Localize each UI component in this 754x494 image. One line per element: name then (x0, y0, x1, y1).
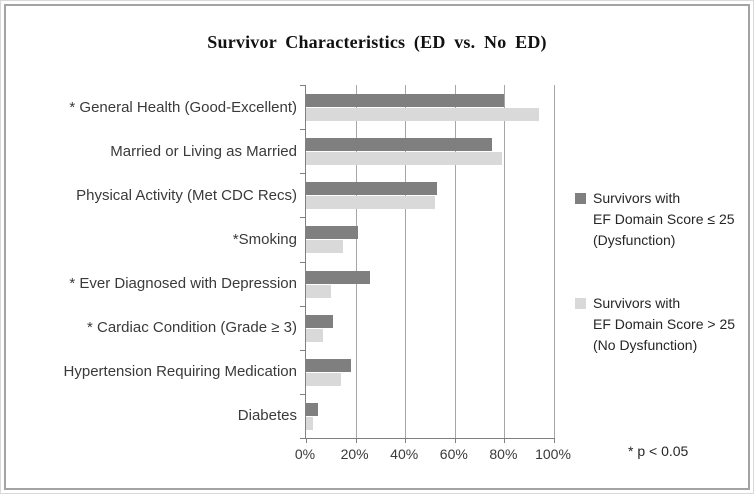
category-label: Married or Living as Married (110, 142, 297, 160)
category-label: * Cardiac Condition (Grade ≥ 3) (87, 319, 297, 337)
bar-dysfunction (306, 182, 438, 196)
legend-line: Survivors with (593, 295, 681, 311)
legend-line: (Dysfunction) (593, 232, 676, 248)
legend-line: EF Domain Score > 25 (593, 316, 736, 332)
bar-dysfunction (306, 94, 505, 107)
bar-dysfunction (306, 226, 359, 240)
bar-dysfunction (306, 314, 334, 328)
y-axis-tick (300, 217, 306, 219)
category-label: *Smoking (232, 230, 297, 248)
bar-no-dysfunction (306, 240, 344, 254)
y-axis-tick (300, 349, 306, 351)
significance-note: * p < 0.05 (628, 443, 689, 459)
category-axis-labels: * General Health (Good-Excellent) Married… (6, 85, 297, 438)
x-axis-tick (454, 438, 456, 443)
y-axis-tick (300, 393, 306, 395)
x-axis-labels: 0% 20% 40% 60% 80% 100% (295, 446, 571, 466)
x-axis-tick (355, 438, 357, 443)
y-axis-tick (300, 129, 306, 131)
y-axis-tick (300, 85, 306, 86)
x-axis-tick-label: 20% (340, 446, 369, 462)
bar-dysfunction (306, 358, 351, 372)
legend-line: (No Dysfunction) (593, 337, 698, 353)
legend-entry-dysfunction: Survivors with EF Domain Score ≤ 25 (Dys… (575, 188, 735, 251)
chart-title: Survivor Characteristics (ED vs. No ED) (207, 32, 547, 52)
bar-dysfunction (306, 138, 492, 152)
bar-no-dysfunction (306, 416, 314, 430)
plot-area (300, 85, 555, 443)
bar-dysfunction (306, 270, 371, 284)
bar-no-dysfunction (306, 108, 540, 121)
category-label: Hypertension Requiring Medication (63, 363, 297, 381)
bar-no-dysfunction (306, 152, 502, 166)
gridline (405, 85, 407, 438)
gridline (504, 85, 506, 438)
legend-text-no-dysfunction: Survivors with EF Domain Score > 25 (No … (593, 293, 735, 356)
x-axis-tick-label: 40% (390, 446, 419, 462)
legend-text-dysfunction: Survivors with EF Domain Score ≤ 25 (Dys… (593, 188, 735, 251)
x-axis-tick-label: 100% (535, 446, 571, 462)
bar-no-dysfunction (306, 196, 435, 210)
legend: Survivors with EF Domain Score ≤ 25 (Dys… (575, 6, 747, 488)
x-axis-tick-label: 80% (489, 446, 518, 462)
legend-line: Survivors with (593, 190, 681, 206)
legend-swatch-no-dysfunction-icon (575, 298, 586, 309)
x-axis-tick (504, 438, 506, 443)
x-axis-tick-label: 0% (294, 446, 316, 462)
category-label: Diabetes (237, 407, 297, 425)
y-axis-tick (300, 438, 306, 439)
y-axis-tick (300, 261, 306, 263)
category-label: * Ever Diagnosed with Depression (69, 275, 297, 293)
x-axis-tick (306, 438, 307, 443)
x-axis-tick (405, 438, 407, 443)
legend-line: EF Domain Score ≤ 25 (593, 211, 735, 227)
bar-dysfunction (306, 402, 319, 416)
legend-entry-no-dysfunction: Survivors with EF Domain Score > 25 (No … (575, 293, 735, 356)
y-axis-tick (300, 305, 306, 307)
bar-no-dysfunction (306, 284, 331, 298)
category-label: * General Health (Good-Excellent) (69, 98, 297, 116)
x-axis-tick (554, 438, 555, 443)
gridline (454, 85, 456, 438)
bar-no-dysfunction (306, 328, 324, 342)
bar-no-dysfunction (306, 372, 341, 386)
gridline (554, 85, 555, 438)
chart-frame: Survivor Characteristics (ED vs. No ED) … (4, 4, 750, 490)
legend-swatch-dysfunction-icon (575, 193, 586, 204)
gridline (355, 85, 357, 438)
y-axis-tick (300, 173, 306, 175)
x-axis-tick-label: 60% (439, 446, 468, 462)
category-label: Physical Activity (Met CDC Recs) (76, 186, 297, 204)
